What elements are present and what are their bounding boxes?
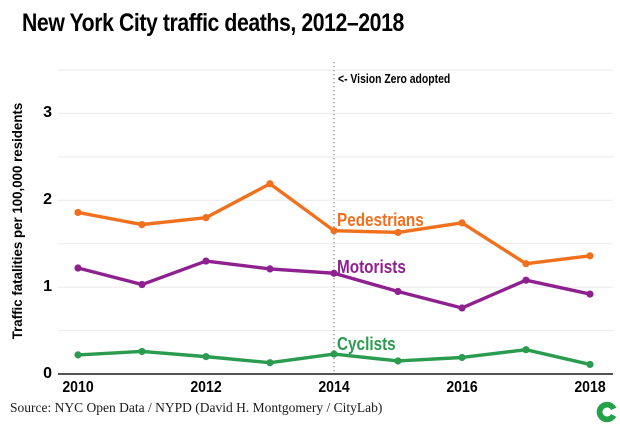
data-point (266, 180, 274, 188)
data-point (266, 359, 274, 367)
data-point (394, 287, 402, 296)
series-label-pedestrians: Pedestrians (337, 210, 424, 230)
gridlines (58, 69, 613, 332)
data-point (330, 227, 338, 235)
series-label-motorists: Motorists (337, 257, 406, 277)
chart-title: New York City traffic deaths, 2012–2018 (22, 9, 404, 37)
data-point (458, 353, 466, 362)
data-point (74, 208, 82, 217)
data-point (394, 228, 402, 237)
y-tick-2: 2 (43, 191, 52, 208)
data-point (138, 221, 146, 229)
y-tick-0: 0 (43, 365, 52, 382)
x-tick-2016: 2016 (446, 379, 478, 396)
data-point (330, 269, 338, 277)
data-point (330, 350, 338, 358)
c-glyph (596, 401, 618, 423)
data-point (522, 346, 530, 354)
data-point (522, 260, 530, 268)
vision-zero-annotation: <- Vision Zero adopted (338, 71, 451, 86)
data-point (138, 280, 146, 289)
data-point (202, 353, 210, 361)
data-point (586, 252, 594, 260)
series-cyclists (74, 346, 594, 369)
series-motorists (74, 257, 594, 312)
data-point (458, 304, 466, 312)
data-point (394, 357, 402, 365)
data-point (74, 351, 82, 359)
data-point (266, 265, 274, 273)
source-credit: Source: NYC Open Data / NYPD (David H. M… (10, 400, 383, 415)
data-point (458, 219, 466, 227)
citylab-c-logo (596, 401, 618, 423)
data-point (202, 214, 210, 222)
series-label-cyclists: Cyclists (337, 334, 396, 354)
y-tick-3: 3 (43, 104, 52, 121)
data-point (138, 347, 146, 356)
x-tick-2012: 2012 (190, 379, 222, 396)
data-point (522, 276, 530, 284)
data-point (202, 257, 210, 265)
data-point (586, 360, 594, 369)
data-point (74, 264, 82, 272)
series-pedestrians (74, 180, 594, 268)
y-tick-1: 1 (43, 278, 52, 295)
x-tick-2010: 2010 (62, 379, 94, 396)
x-tick-2018: 2018 (574, 379, 606, 396)
x-tick-2014: 2014 (318, 379, 350, 396)
data-point (586, 290, 594, 298)
